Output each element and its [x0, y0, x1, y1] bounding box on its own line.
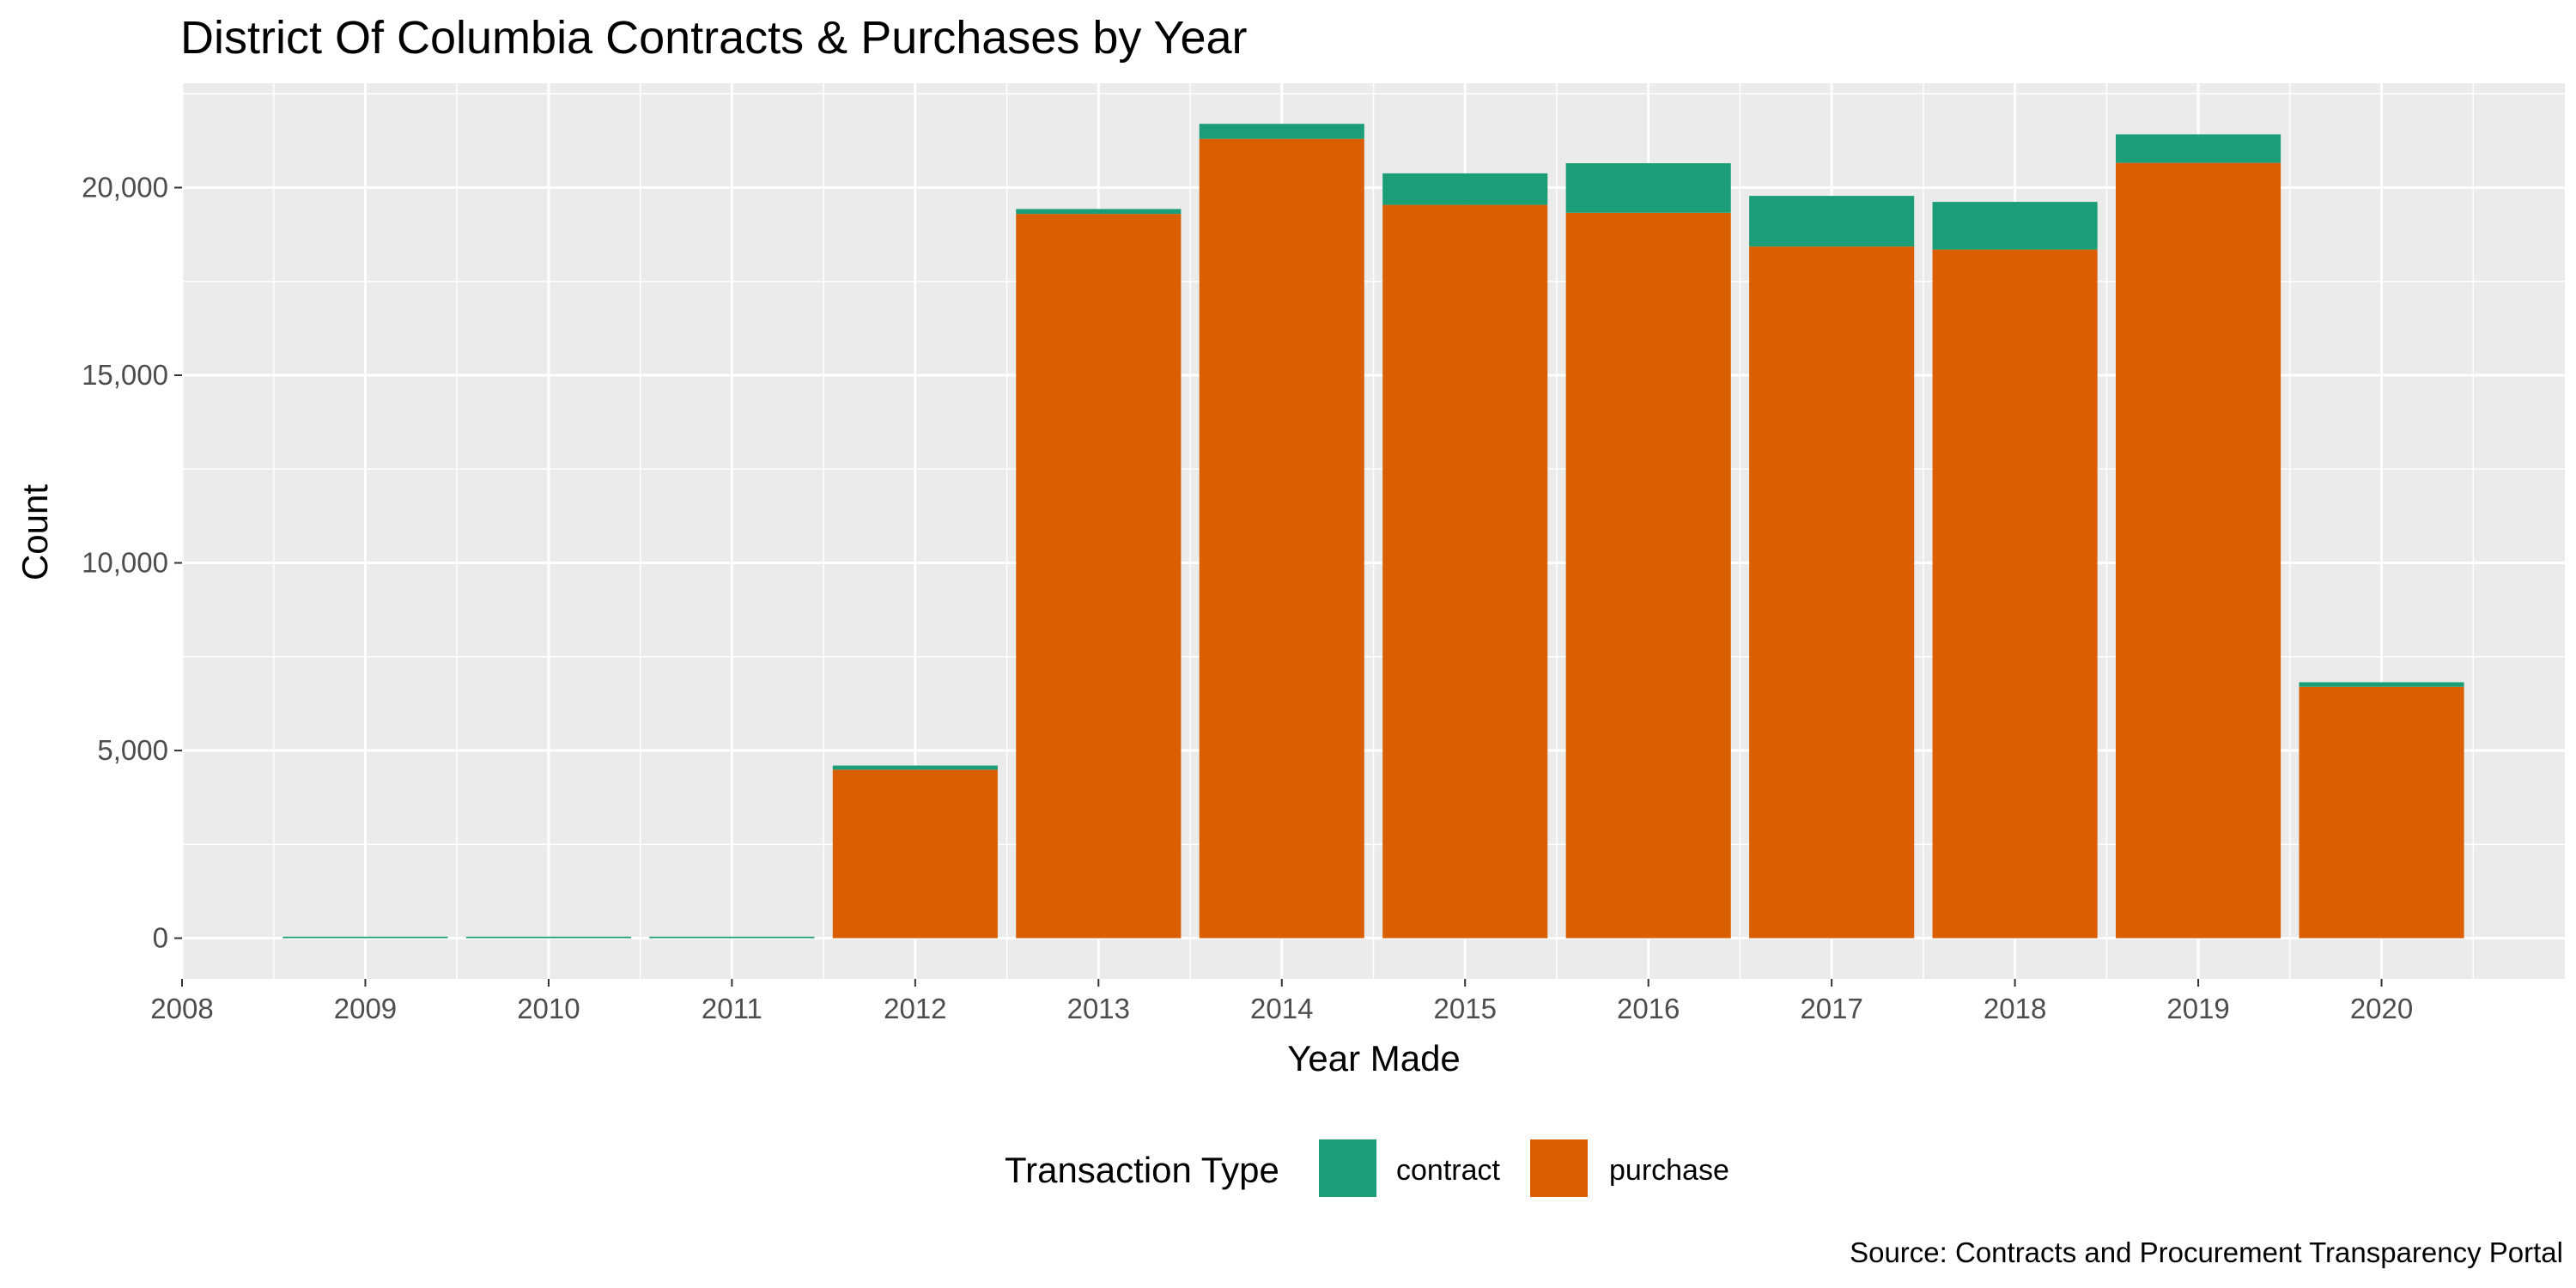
y-axis: 0 5,000 10,000 15,000 20,000 [82, 171, 182, 954]
bars [283, 124, 2464, 939]
bar-contract-2013 [1016, 209, 1182, 215]
legend-label-contract: contract [1396, 1154, 1500, 1187]
legend-label-purchase: purchase [1609, 1154, 1729, 1187]
bar-contract-2009 [283, 936, 448, 939]
bar-purchase-2017 [1749, 246, 1915, 939]
x-tick-label: 2014 [1250, 993, 1313, 1024]
x-tick-label: 2011 [702, 993, 762, 1024]
x-tick-label: 2013 [1067, 993, 1130, 1024]
bar-contract-2019 [2116, 134, 2281, 163]
x-tick-label: 2012 [884, 993, 946, 1024]
bar-contract-2015 [1382, 173, 1548, 205]
caption: Source: Contracts and Procurement Transp… [1850, 1236, 2563, 1268]
x-axis-title: Year Made [1287, 1038, 1461, 1078]
chart-title: District Of Columbia Contracts & Purchas… [180, 12, 1248, 64]
legend-title: Transaction Type [1005, 1150, 1279, 1190]
legend-swatch-contract [1319, 1139, 1376, 1197]
bar-contract-2017 [1749, 196, 1915, 247]
bar-purchase-2018 [1932, 249, 2098, 939]
y-axis-title: Count [15, 484, 55, 580]
x-tick-label: 2020 [2350, 993, 2413, 1024]
x-tick-label: 2019 [2166, 993, 2229, 1024]
y-tick-label: 15,000 [82, 359, 168, 391]
legend-swatch-purchase [1530, 1139, 1588, 1197]
x-tick-label: 2017 [1800, 993, 1862, 1024]
x-tick-label: 2008 [150, 993, 213, 1024]
legend: Transaction Type contract purchase [1005, 1139, 1729, 1197]
bar-contract-2010 [465, 936, 631, 939]
x-tick-label: 2018 [1984, 993, 2046, 1024]
y-tick-label: 0 [153, 922, 168, 954]
bar-purchase-2014 [1199, 138, 1364, 939]
bar-contract-2020 [2299, 682, 2464, 687]
y-tick-label: 20,000 [82, 171, 168, 203]
x-tick-label: 2015 [1434, 993, 1497, 1024]
bar-contract-2018 [1932, 202, 2098, 250]
bar-purchase-2015 [1382, 204, 1548, 939]
x-tick-label: 2009 [334, 993, 397, 1024]
y-tick-label: 10,000 [82, 547, 168, 579]
y-tick-label: 5,000 [97, 734, 168, 766]
bar-contract-2016 [1565, 163, 1731, 213]
bar-purchase-2019 [2116, 162, 2281, 939]
bar-purchase-2013 [1016, 214, 1182, 939]
bar-purchase-2012 [832, 769, 998, 939]
x-tick-label: 2016 [1617, 993, 1680, 1024]
x-axis: 2008 2009 2010 2011 2012 2013 2014 2015 2016 2017… [150, 979, 2413, 1024]
bar-purchase-2016 [1565, 212, 1731, 939]
bar-purchase-2020 [2299, 686, 2464, 939]
x-tick-label: 2010 [517, 993, 580, 1024]
bar-contract-2012 [832, 765, 998, 770]
bar-contract-2011 [649, 936, 815, 939]
bar-contract-2014 [1199, 124, 1364, 139]
